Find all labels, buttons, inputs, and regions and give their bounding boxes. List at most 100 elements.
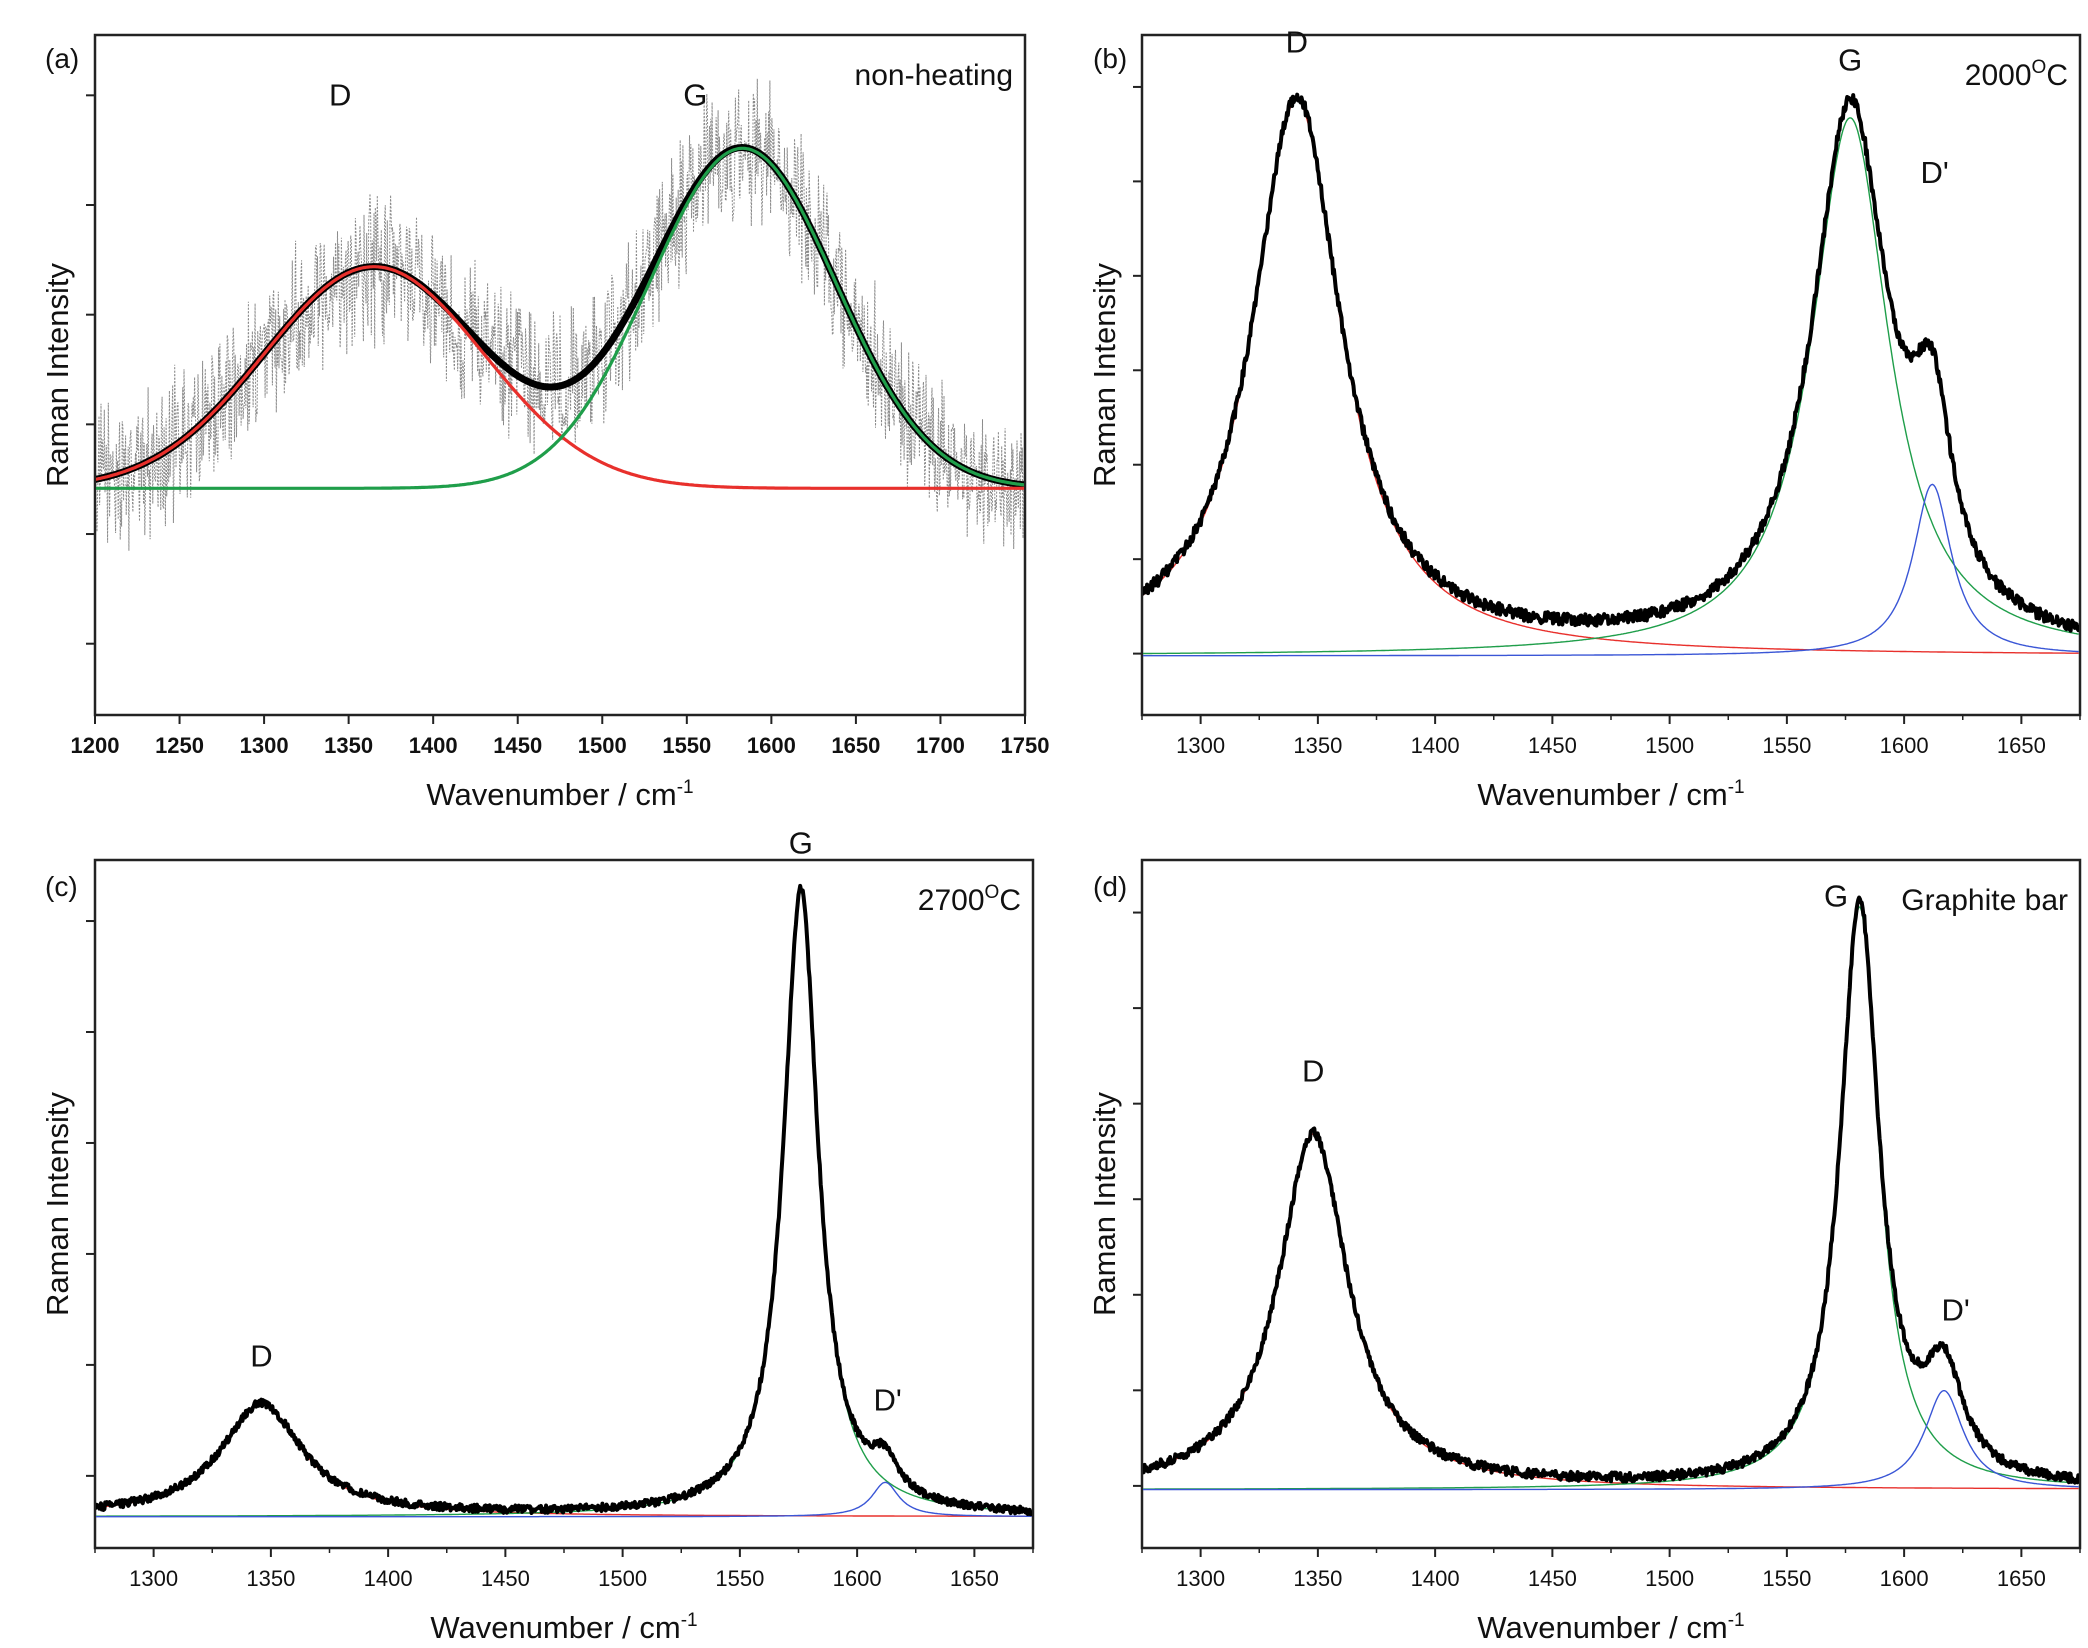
- x-axis-title-text: Wavenumber / cm: [426, 777, 676, 812]
- plot-area: [1143, 895, 2079, 1491]
- peak-label: G: [683, 78, 707, 113]
- x-tick-label: 1300: [240, 733, 289, 758]
- x-axis-title-text: Wavenumber / cm: [1477, 777, 1727, 812]
- x-axis-title: Wavenumber / cm-1: [426, 777, 693, 812]
- x-tick-label: 1350: [246, 1566, 295, 1591]
- x-tick-label: 1750: [1001, 733, 1050, 758]
- fit-curve-G: [96, 146, 1024, 490]
- fit-curve-D: [1143, 1133, 2079, 1490]
- x-tick-label: 1650: [950, 1566, 999, 1591]
- plot-frame: [93, 858, 1035, 1550]
- annotation-sup: O: [2032, 57, 2047, 78]
- x-tick-label: 1650: [1997, 1566, 2046, 1591]
- annotation-text: non-heating: [855, 59, 1013, 92]
- panel-label: (b): [1093, 43, 1127, 74]
- fit-curve-G: [1143, 117, 2079, 655]
- y-axis-title: Raman Intensity: [40, 1092, 75, 1316]
- x-tick-label: 1400: [364, 1566, 413, 1591]
- x-axis-title-text: Wavenumber / cm: [430, 1610, 680, 1645]
- x-tick-label: 1450: [1528, 733, 1577, 758]
- annotation-suffix: C: [999, 884, 1021, 917]
- x-tick-label: 1600: [1880, 1566, 1929, 1591]
- x-tick-label: 1300: [1176, 1566, 1225, 1591]
- plot-frame: [1140, 858, 2082, 1550]
- spectrum-envelope: [1143, 895, 2079, 1485]
- x-tick-label: 1450: [493, 733, 542, 758]
- x-tick-label: 1350: [324, 733, 373, 758]
- panel-a: 1200 1250 1300 1350 1400 1450 1500 1550 1600 1650…: [40, 33, 1050, 812]
- panel-c: 1300 1350 1400 1450 1500 1550 1600 1650 Wavenumb…: [40, 826, 1035, 1645]
- x-tick-label: 1350: [1293, 1566, 1342, 1591]
- x-axis-title-text: Wavenumber / cm: [1477, 1610, 1727, 1645]
- peak-label: G: [1824, 879, 1848, 914]
- x-tick-label: 1500: [598, 1566, 647, 1591]
- spectrum-envelope: [96, 883, 1032, 1517]
- peak-label: D: [329, 78, 351, 113]
- peak-label: D: [1302, 1054, 1324, 1089]
- x-tick-label: 1650: [1997, 733, 2046, 758]
- fit-curve-Dprime: [96, 1481, 1032, 1518]
- condition-annotation: non-heating: [855, 59, 1013, 92]
- annotation-text: 2000: [1965, 59, 2032, 92]
- peak-label: D: [250, 1339, 272, 1374]
- x-tick-label: 1500: [1645, 1566, 1694, 1591]
- panel-label: (a): [45, 43, 79, 74]
- annotation-sup: O: [985, 882, 1000, 903]
- x-tick-label: 1500: [1645, 733, 1694, 758]
- x-axis-title: Wavenumber / cm-1: [1477, 777, 1744, 812]
- peak-label: D': [1920, 155, 1948, 190]
- y-axis-title: Raman Intensity: [1087, 263, 1122, 487]
- plot-area: [96, 78, 1024, 551]
- annotation-text: 2700: [918, 884, 985, 917]
- fit-curve-G: [96, 890, 1032, 1517]
- panel-d: 1300 1350 1400 1450 1500 1550 1600 1650 Wavenumb…: [1087, 858, 2082, 1645]
- x-tick-label: 1250: [155, 733, 204, 758]
- plot-area: [96, 883, 1032, 1518]
- x-axis-title: Wavenumber / cm-1: [1477, 1610, 1744, 1645]
- x-axis-title-sup: -1: [681, 1610, 698, 1631]
- peak-label: G: [789, 826, 813, 861]
- x-tick-label: 1650: [831, 733, 880, 758]
- x-tick-label: 1400: [409, 733, 458, 758]
- x-axis-title-sup: -1: [677, 777, 694, 798]
- x-tick-label: 1600: [1880, 733, 1929, 758]
- annotation-suffix: C: [2046, 59, 2068, 92]
- x-tick-label: 1600: [833, 1566, 882, 1591]
- x-tick-label: 1450: [481, 1566, 530, 1591]
- condition-annotation: Graphite bar: [1901, 884, 2068, 917]
- x-tick-label: 1450: [1528, 1566, 1577, 1591]
- panel-label: (d): [1093, 871, 1127, 902]
- condition-annotation: 2000OC: [1965, 57, 2068, 92]
- peak-label: D': [1942, 1293, 1970, 1328]
- x-tick-label: 1600: [747, 733, 796, 758]
- spectrum-envelope: [1143, 92, 2079, 633]
- x-axis-title-sup: -1: [1728, 1610, 1745, 1631]
- panel-b: 1300 1350 1400 1450 1500 1550 1600 1650 Wavenumb…: [1087, 25, 2082, 812]
- peak-label: G: [1838, 42, 1862, 77]
- fit-curve-D: [96, 1403, 1032, 1517]
- x-tick-label: 1500: [578, 733, 627, 758]
- x-tick-label: 1550: [662, 733, 711, 758]
- x-tick-label: 1350: [1293, 733, 1342, 758]
- x-tick-label: 1700: [916, 733, 965, 758]
- y-axis-title: Raman Intensity: [40, 263, 75, 487]
- x-tick-label: 1550: [1762, 1566, 1811, 1591]
- condition-annotation: 2700OC: [918, 882, 1021, 917]
- x-axis-title-sup: -1: [1728, 777, 1745, 798]
- x-tick-label: 1550: [1762, 733, 1811, 758]
- x-tick-label: 1400: [1411, 733, 1460, 758]
- peak-label: D: [1286, 25, 1308, 60]
- x-axis-title: Wavenumber / cm-1: [430, 1610, 697, 1645]
- x-tick-label: 1550: [715, 1566, 764, 1591]
- plot-area: [1143, 92, 2079, 657]
- annotation-text: Graphite bar: [1901, 884, 2068, 917]
- peak-label: D': [873, 1382, 901, 1417]
- fit-curve-G: [1143, 906, 2079, 1490]
- fit-curve-Dprime: [1143, 1390, 2079, 1491]
- x-tick-label: 1400: [1411, 1566, 1460, 1591]
- x-tick-label: 1200: [71, 733, 120, 758]
- fit-curve-D: [96, 265, 1024, 490]
- fit-curve-Dprime: [1143, 483, 2079, 657]
- plot-frame: [93, 33, 1027, 717]
